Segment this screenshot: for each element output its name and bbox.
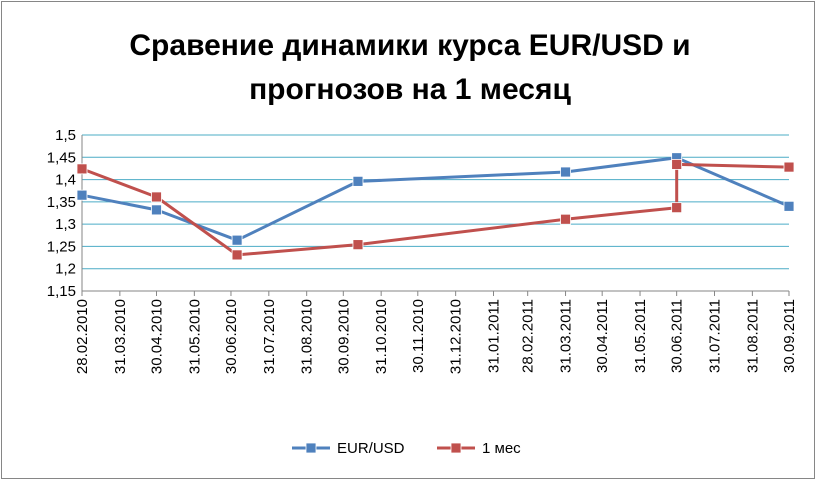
- x-tick-label: 30.04.2010: [148, 299, 165, 374]
- y-tick-label: 1,3: [55, 216, 76, 233]
- data-point: [352, 175, 364, 187]
- series: [76, 152, 795, 261]
- data-point: [231, 249, 243, 261]
- data-point: [151, 191, 162, 203]
- data-point: [151, 204, 162, 216]
- legend: EUR/USD 1 мес: [292, 440, 521, 457]
- x-tick-label: 31.08.2011: [744, 299, 761, 373]
- y-tick-label: 1,2: [55, 261, 76, 278]
- data-point: [783, 200, 795, 212]
- legend-label: EUR/USD: [337, 440, 405, 457]
- x-tick-label: 31.03.2010: [112, 299, 129, 374]
- data-point: [76, 163, 88, 175]
- y-tick-labels: 1,15 1,2 1,25 1,3 1,35 1,4 1,45 1,5: [47, 127, 76, 300]
- x-tick-label: 31.07.2010: [261, 299, 278, 374]
- series-line: [81, 162, 790, 257]
- y-tick-label: 1,25: [47, 238, 76, 255]
- data-point: [560, 213, 571, 225]
- legend-marker: [305, 442, 317, 454]
- x-tick-label: 30.09.2011: [781, 299, 798, 373]
- x-tick-label: 30.04.2011: [594, 299, 611, 373]
- legend-label: 1 мес: [482, 440, 521, 457]
- x-tick-label: 30.06.2010: [223, 299, 240, 374]
- x-tick-label: 28.02.2010: [74, 299, 91, 374]
- x-tick-label: 31.01.2011: [486, 299, 503, 373]
- y-tick-label: 1,4: [55, 172, 76, 189]
- x-tick-label: 31.03.2011: [558, 299, 575, 373]
- x-tick-label: 31.07.2011: [707, 299, 724, 373]
- y-tick-label: 1,5: [55, 127, 76, 144]
- data-point: [560, 166, 571, 178]
- x-tick-label: 31.08.2010: [299, 299, 316, 374]
- x-tick-label: 30.06.2011: [669, 299, 686, 373]
- x-tick-label: 31.10.2010: [373, 299, 390, 374]
- axes: [81, 135, 790, 296]
- data-point: [783, 161, 795, 173]
- data-point: [671, 202, 683, 214]
- x-tick-label: 31.05.2010: [186, 299, 203, 374]
- y-tick-label: 1,35: [47, 194, 76, 211]
- legend-marker: [450, 442, 462, 454]
- y-tick-label: 1,15: [47, 283, 76, 300]
- data-point: [671, 159, 683, 170]
- data-point: [352, 239, 364, 251]
- x-tick-label: 31.12.2010: [448, 299, 465, 374]
- data-point: [231, 234, 243, 246]
- chart-title-line-2: прогнозов на 1 месяц: [249, 73, 571, 106]
- x-tick-labels: 28.02.2010 31.03.2010 30.04.2010 31.05.2010…: [74, 299, 798, 374]
- x-tick-label: 31.05.2011: [632, 299, 649, 373]
- x-tick-label: 30.11.2010: [410, 299, 427, 373]
- data-point: [76, 189, 88, 201]
- y-tick-label: 1,45: [47, 149, 76, 166]
- chart-title-line-1: Сравение динамики курса EUR/USD и: [129, 29, 690, 62]
- x-tick-label: 30.09.2010: [335, 299, 352, 374]
- x-tick-label: 28.02.2011: [520, 299, 537, 373]
